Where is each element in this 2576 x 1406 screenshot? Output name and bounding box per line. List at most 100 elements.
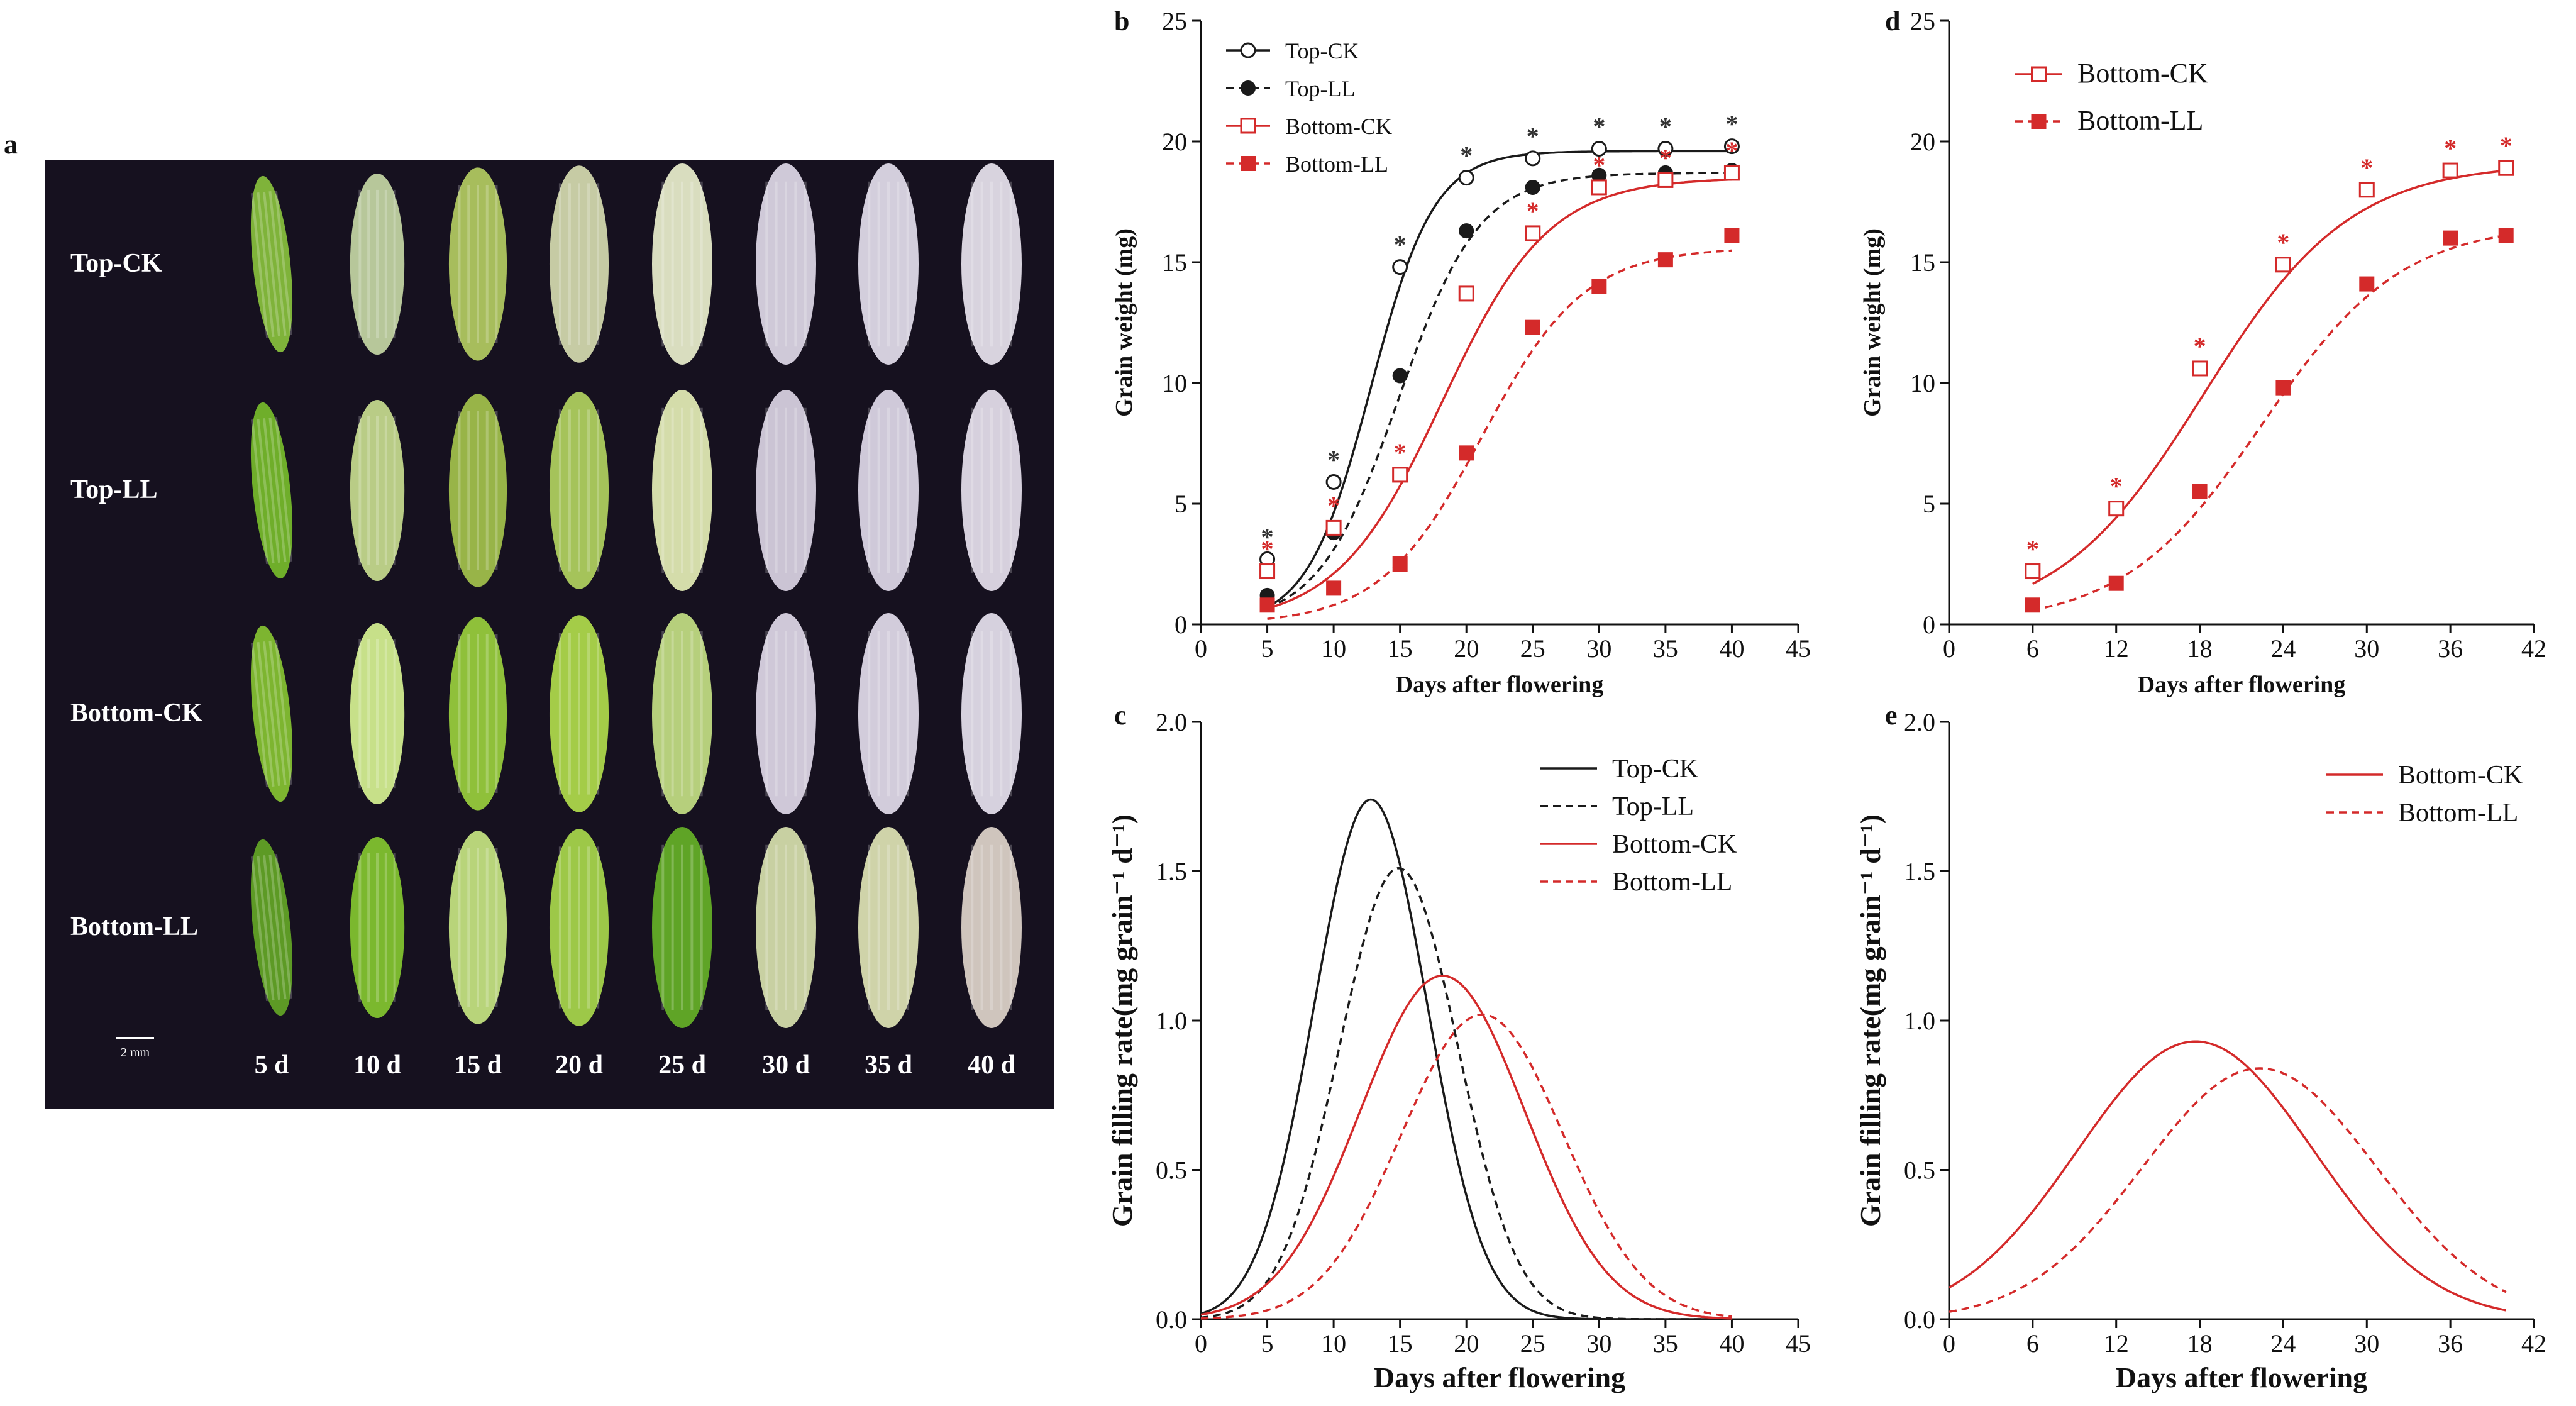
grain-stripe	[257, 192, 275, 338]
grain-image	[756, 613, 816, 814]
data-point	[2442, 162, 2458, 179]
grain-body	[756, 827, 816, 1028]
data-point	[1240, 42, 1256, 58]
data-point	[1459, 223, 1474, 239]
grain-stripe	[251, 419, 269, 565]
data-point	[2192, 360, 2208, 377]
x-axis-label: Days after flowering	[1374, 1361, 1625, 1393]
y-tick-label: 0.0	[1156, 1305, 1187, 1334]
legend-label: Bottom-LL	[1285, 152, 1388, 177]
grain-stripe	[262, 855, 281, 1000]
grain-image	[549, 615, 609, 812]
panel-letter: c	[1114, 700, 1127, 731]
data-point	[2192, 484, 2208, 499]
significance-star: *	[1261, 535, 1274, 563]
rate-curve	[1200, 867, 1732, 1320]
x-tick-label: 30	[2354, 634, 2379, 663]
legend-label: Bottom-CK	[1612, 830, 1737, 859]
grain-body	[756, 613, 816, 814]
significance-star: *	[1527, 197, 1539, 225]
x-tick-label: 30	[1586, 1329, 1611, 1358]
y-tick-label: 15	[1910, 248, 1935, 277]
data-point	[2443, 230, 2458, 246]
photo-column-label: 40 d	[968, 1051, 1015, 1080]
x-tick-label: 0	[1195, 1329, 1207, 1358]
photo-row-label: Top-CK	[70, 249, 162, 278]
grain-image	[250, 839, 293, 1016]
x-tick-label: 20	[1454, 1329, 1479, 1358]
rate-curve	[1949, 1067, 2507, 1313]
grain-body	[652, 390, 712, 591]
y-tick-label: 25	[1910, 7, 1935, 35]
data-point	[2359, 276, 2375, 292]
data-point	[1657, 141, 1674, 157]
grain-photo-panel: Top-CK Top-LL Bottom-CK Bottom-LL 5 d 10 d 15 …	[45, 160, 1054, 1109]
x-tick-label: 0	[1943, 634, 1955, 663]
significance-star: *	[1593, 151, 1605, 179]
legend-label: Bottom-LL	[1612, 868, 1732, 897]
fit-curve	[1267, 249, 1732, 621]
grain-image	[756, 390, 816, 591]
grain-body	[858, 613, 919, 814]
grain-stripe	[262, 418, 281, 563]
x-tick-label: 20	[1454, 634, 1479, 663]
x-tick-label: 5	[1261, 634, 1274, 663]
x-tick-label: 40	[1719, 634, 1744, 663]
chart-d-grain-weight: d 0 6 12 18 24 30 36 42 0 5 10 15 20 25 Days after flow…	[1859, 6, 2546, 698]
grain-stripe	[268, 191, 287, 336]
data-point	[2108, 575, 2124, 591]
grain-body	[549, 615, 609, 812]
legend-label: Bottom-CK	[1285, 114, 1392, 139]
significance-star: *	[1725, 110, 1738, 138]
y-tick-label: 20	[1910, 128, 1935, 156]
grain-body	[961, 827, 1022, 1028]
significance-star: *	[1460, 141, 1473, 170]
x-tick-label: 0	[1943, 1329, 1955, 1358]
data-point	[1259, 563, 1276, 580]
y-tick-label: 20	[1162, 128, 1187, 156]
data-point	[2275, 257, 2291, 273]
photo-column-label: 10 d	[353, 1051, 401, 1080]
data-point	[1326, 580, 1342, 596]
data-point	[1657, 252, 1673, 268]
y-axis-label: Grain filling rate(mg grain⁻¹ d⁻¹)	[1106, 814, 1138, 1227]
grain-image	[250, 402, 293, 579]
significance-star: *	[2360, 153, 2373, 182]
grain-body	[652, 613, 712, 814]
grain-body	[961, 390, 1022, 591]
grain-stripe	[251, 192, 269, 338]
significance-star: *	[1327, 445, 1340, 473]
grain-image	[448, 831, 507, 1024]
chart-b-grain-weight: b 0 5 10 15 20 25 30 35 40 45 0 5 10 15 20 25 Days after …	[1111, 6, 1811, 698]
significance-star: *	[2194, 332, 2206, 360]
grain-stripe	[274, 416, 292, 562]
photo-row-label: Top-LL	[70, 475, 158, 504]
y-tick-label: 2.0	[1904, 708, 1935, 736]
grain-stripe	[274, 853, 292, 999]
grain-image	[961, 827, 1022, 1028]
data-point	[2025, 597, 2040, 613]
x-tick-label: 25	[1520, 1329, 1545, 1358]
data-point	[1723, 165, 1740, 181]
y-tick-label: 0	[1923, 611, 1935, 639]
grain-body	[858, 827, 919, 1028]
grain-image	[350, 174, 405, 355]
grain-image	[652, 390, 712, 591]
significance-star: *	[1394, 231, 1407, 259]
legend-label: Bottom-LL	[2398, 799, 2518, 828]
grain-image	[858, 390, 919, 591]
grain-body	[448, 617, 507, 811]
grain-stripe	[268, 640, 287, 786]
y-tick-label: 0	[1175, 611, 1187, 639]
grain-image	[448, 617, 507, 811]
grain-image	[756, 827, 816, 1028]
grain-stripe	[251, 642, 269, 788]
grain-stripe	[262, 191, 281, 337]
significance-star: *	[1659, 143, 1672, 172]
grain-stripe	[268, 417, 287, 563]
data-point	[2031, 114, 2047, 129]
x-tick-label: 6	[2026, 1329, 2039, 1358]
significance-star: *	[1327, 491, 1340, 519]
significance-star: *	[2444, 134, 2457, 162]
grain-stripe	[274, 639, 292, 785]
